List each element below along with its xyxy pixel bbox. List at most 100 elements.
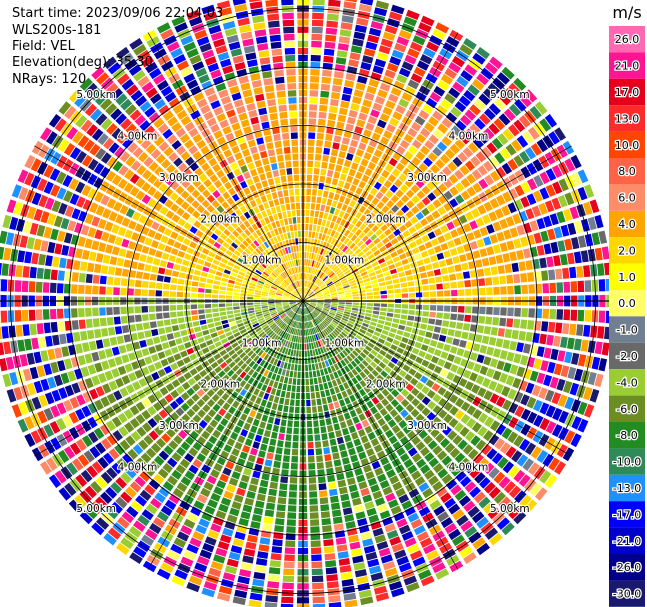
ray-gate xyxy=(309,83,319,90)
ray-gate xyxy=(338,298,345,300)
ray-gate xyxy=(345,302,352,305)
ray-gate xyxy=(232,230,240,238)
ray-gate xyxy=(148,305,155,313)
ray-gate xyxy=(325,176,332,184)
ray-gate xyxy=(502,128,515,141)
ray-gate xyxy=(336,202,343,210)
ray-gate xyxy=(218,224,226,232)
ray-gate xyxy=(262,251,269,258)
ray-gate xyxy=(202,542,215,553)
ray-gate xyxy=(324,301,331,303)
ray-gate xyxy=(129,405,140,416)
ray-gate xyxy=(367,431,376,441)
ray-gate xyxy=(274,454,282,462)
ray-gate xyxy=(444,148,456,160)
ray-gate xyxy=(154,492,166,504)
ray-gate xyxy=(385,429,394,439)
ray-gate xyxy=(150,353,159,362)
ray-gate xyxy=(473,491,486,504)
ray-gate xyxy=(391,424,401,434)
ray-gate xyxy=(340,100,350,109)
ray-gate xyxy=(310,302,317,305)
ray-gate xyxy=(68,344,77,356)
ray-gate xyxy=(360,325,368,331)
ray-gate xyxy=(418,109,430,120)
ray-gate xyxy=(464,462,476,474)
ray-gate xyxy=(168,152,179,162)
ray-gate xyxy=(262,289,269,293)
ray-gate xyxy=(316,279,321,285)
ray-gate xyxy=(138,151,149,163)
ray-gate xyxy=(481,443,492,456)
ray-gate xyxy=(309,328,313,335)
ray-gate xyxy=(309,274,313,281)
ray-gate xyxy=(398,271,406,278)
ray-gate xyxy=(529,370,539,382)
ray-gate xyxy=(204,87,216,97)
ray-gate xyxy=(455,194,465,205)
ray-gate xyxy=(69,193,80,206)
ray-gate xyxy=(370,438,380,447)
ray-gate xyxy=(101,360,110,371)
ray-gate xyxy=(269,309,276,313)
ray-gate xyxy=(488,156,500,168)
ray-gate xyxy=(154,361,163,370)
ray-gate xyxy=(163,276,171,283)
ray-gate xyxy=(309,321,313,328)
ray-gate xyxy=(312,0,325,6)
ray-gate xyxy=(213,554,226,564)
ray-gate xyxy=(251,371,259,379)
ray-gate xyxy=(401,61,414,71)
ray-gate xyxy=(294,290,299,296)
ray-gate xyxy=(556,378,566,391)
ray-gate xyxy=(116,542,130,556)
ray-gate xyxy=(331,178,339,186)
ray-gate xyxy=(493,491,506,504)
ray-gate xyxy=(318,233,323,240)
ray-gate xyxy=(202,384,211,393)
ray-gate xyxy=(594,341,603,355)
ray-gate xyxy=(233,264,241,271)
ray-gate xyxy=(331,294,338,298)
ray-gate xyxy=(462,323,471,331)
ray-gate xyxy=(464,381,474,391)
ray-gate xyxy=(472,453,484,465)
ray-gate xyxy=(31,337,39,350)
ray-gate xyxy=(577,309,585,322)
ray-gate xyxy=(258,331,265,338)
ray-gate xyxy=(341,188,348,197)
ray-gate xyxy=(94,496,108,510)
ray-gate xyxy=(234,285,241,289)
ray-gate xyxy=(303,301,308,306)
ray-gate xyxy=(288,498,297,505)
ray-gate xyxy=(38,253,46,266)
ray-gate xyxy=(214,254,222,261)
ray-gate xyxy=(357,428,366,437)
ray-gate xyxy=(240,413,248,422)
ray-gate xyxy=(276,504,286,512)
ray-gate xyxy=(449,321,457,329)
ray-gate xyxy=(273,396,280,404)
ray-gate xyxy=(24,172,35,186)
ray-gate xyxy=(216,136,226,146)
ray-gate xyxy=(148,161,159,172)
ray-gate xyxy=(435,568,450,580)
ray-gate xyxy=(254,304,261,308)
ray-gate xyxy=(265,502,275,510)
ray-gate xyxy=(411,267,419,274)
ray-gate xyxy=(584,310,592,322)
ray-gate xyxy=(381,205,390,214)
ray-gate xyxy=(145,61,158,74)
ray-gate xyxy=(330,274,337,280)
ray-gate xyxy=(141,306,148,313)
ray-gate xyxy=(342,245,349,253)
ray-gate xyxy=(227,314,234,319)
ray-gate xyxy=(359,302,366,306)
ray-gate xyxy=(195,364,204,372)
ray-gate xyxy=(469,123,481,135)
ray-gate xyxy=(324,360,330,367)
ray-gate xyxy=(483,236,492,246)
ray-gate xyxy=(269,438,277,446)
ray-gate xyxy=(234,531,246,541)
ray-gate xyxy=(570,433,582,448)
